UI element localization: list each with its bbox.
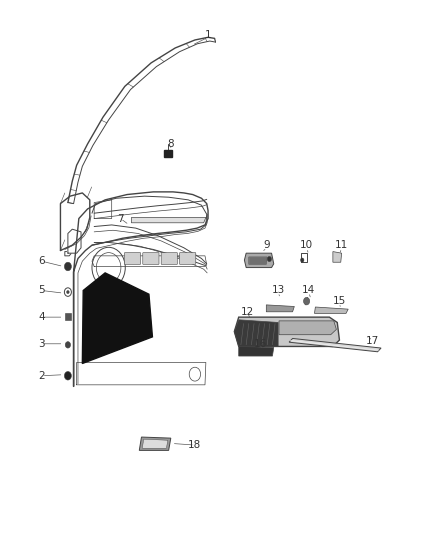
Text: 7: 7 — [117, 214, 124, 223]
Circle shape — [304, 297, 310, 305]
Polygon shape — [234, 317, 339, 346]
Polygon shape — [65, 313, 71, 320]
Text: 18: 18 — [188, 440, 201, 450]
Text: 17: 17 — [366, 336, 379, 346]
FancyBboxPatch shape — [161, 253, 177, 264]
Text: 11: 11 — [335, 240, 348, 250]
Circle shape — [267, 256, 272, 262]
Text: 8: 8 — [167, 139, 174, 149]
Text: 15: 15 — [333, 296, 346, 306]
Polygon shape — [266, 305, 294, 312]
Text: 6: 6 — [38, 256, 45, 266]
Circle shape — [67, 290, 69, 294]
Circle shape — [65, 342, 71, 348]
FancyBboxPatch shape — [143, 253, 159, 264]
Polygon shape — [239, 346, 274, 356]
Circle shape — [300, 258, 304, 262]
Text: 12: 12 — [241, 307, 254, 317]
Polygon shape — [131, 217, 206, 223]
Text: 3: 3 — [38, 339, 45, 349]
Text: 4: 4 — [38, 312, 45, 322]
Polygon shape — [289, 338, 381, 352]
Text: 1: 1 — [205, 30, 212, 39]
Polygon shape — [139, 437, 171, 450]
Text: 2: 2 — [38, 371, 45, 381]
Polygon shape — [234, 320, 278, 346]
Polygon shape — [249, 257, 267, 264]
Text: 5: 5 — [38, 286, 45, 295]
Text: 16: 16 — [254, 339, 267, 349]
Text: 10: 10 — [300, 240, 313, 250]
Text: 14: 14 — [302, 286, 315, 295]
Polygon shape — [314, 307, 348, 313]
Circle shape — [64, 372, 71, 380]
FancyBboxPatch shape — [124, 253, 141, 264]
Polygon shape — [279, 321, 336, 335]
Text: 9: 9 — [264, 240, 271, 250]
Polygon shape — [142, 439, 168, 448]
Polygon shape — [244, 253, 274, 268]
Polygon shape — [82, 273, 152, 364]
Polygon shape — [333, 252, 342, 262]
Polygon shape — [164, 150, 172, 157]
Circle shape — [64, 262, 71, 271]
Text: 13: 13 — [272, 286, 285, 295]
FancyBboxPatch shape — [180, 253, 196, 264]
